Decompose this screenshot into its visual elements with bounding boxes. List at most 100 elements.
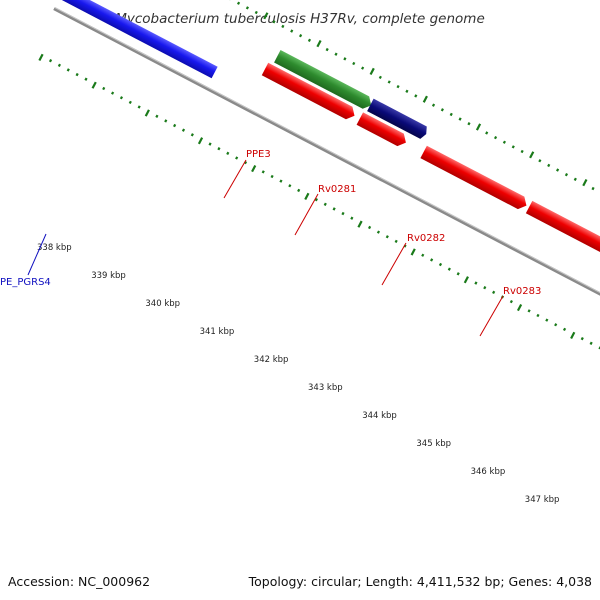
- gene-rv0282: [420, 145, 527, 210]
- minor-tick: [119, 96, 124, 100]
- major-tick: [144, 109, 150, 117]
- gene-rv0281: [367, 98, 427, 139]
- minor-tick: [502, 140, 506, 144]
- footer-accession: Accession: NC_000962: [8, 574, 150, 589]
- gene-pe-pgrs4: [59, 0, 218, 79]
- minor-tick: [447, 267, 451, 271]
- major-tick: [410, 248, 416, 256]
- major-tick: [251, 164, 257, 173]
- gene-red-1: [261, 62, 355, 120]
- minor-tick: [474, 281, 478, 285]
- minor-tick: [190, 133, 194, 137]
- minor-tick: [580, 337, 584, 341]
- minor-tick: [440, 108, 444, 112]
- minor-tick: [226, 151, 230, 156]
- label-pe-pgrs4: PE_PGRS4: [0, 277, 51, 288]
- label-rv0282: Rv0282: [407, 233, 445, 244]
- minor-tick: [589, 341, 593, 345]
- minor-tick: [137, 105, 141, 109]
- minor-tick: [332, 207, 336, 211]
- minor-tick: [323, 202, 327, 206]
- minor-tick: [297, 188, 301, 193]
- minor-tick: [290, 29, 294, 33]
- minor-tick: [467, 122, 471, 126]
- minor-tick: [536, 313, 540, 318]
- minor-tick: [245, 6, 249, 10]
- major-tick: [304, 192, 310, 200]
- major-tick: [263, 12, 269, 20]
- callout-rv0281: [294, 193, 319, 236]
- minor-tick: [84, 77, 88, 81]
- minor-tick: [254, 10, 258, 15]
- minor-tick: [509, 299, 513, 304]
- major-tick: [197, 137, 204, 145]
- callout-ppe3: [223, 159, 247, 199]
- kbp-label: 345 kbp: [416, 439, 451, 449]
- minor-tick: [235, 156, 239, 160]
- minor-tick: [350, 216, 354, 220]
- callout-lines: [27, 159, 504, 337]
- minor-tick: [279, 179, 283, 183]
- label-rv0283: Rv0283: [503, 286, 541, 297]
- minor-tick: [458, 117, 462, 121]
- kbp-label: 340 kbp: [145, 299, 180, 309]
- kbp-label: 346 kbp: [471, 467, 506, 477]
- minor-tick: [288, 184, 292, 188]
- minor-tick: [102, 86, 106, 91]
- genome-backbone: [53, 6, 600, 344]
- major-tick: [357, 220, 363, 228]
- kbp-label: 339 kbp: [91, 271, 126, 281]
- callout-pe-pgrs4: [27, 233, 47, 276]
- major-tick: [38, 53, 44, 61]
- minor-tick: [307, 38, 312, 42]
- minor-tick: [217, 147, 221, 151]
- minor-tick: [387, 80, 391, 84]
- minor-tick: [111, 91, 115, 95]
- genome-backbone-highlight: [54, 6, 600, 342]
- minor-tick: [545, 318, 549, 322]
- callout-rv0282: [381, 242, 407, 286]
- major-tick: [422, 95, 428, 103]
- minor-tick: [421, 253, 425, 257]
- minor-tick: [554, 323, 558, 327]
- minor-tick: [527, 309, 531, 313]
- minor-tick: [325, 47, 329, 52]
- major-tick: [475, 123, 482, 131]
- minor-tick: [449, 112, 453, 117]
- minor-tick: [564, 173, 569, 177]
- major-tick: [316, 40, 322, 48]
- minor-tick: [547, 163, 551, 168]
- kbp-label: 341 kbp: [200, 327, 235, 337]
- kbp-label: 342 kbp: [254, 355, 289, 365]
- minor-tick: [270, 174, 274, 179]
- major-tick: [91, 81, 97, 89]
- gene-red-2: [356, 112, 406, 147]
- minor-tick: [376, 230, 381, 234]
- major-tick: [529, 151, 535, 159]
- minor-tick: [361, 66, 365, 70]
- minor-tick: [164, 119, 168, 123]
- minor-tick: [368, 225, 372, 230]
- minor-tick: [562, 327, 567, 332]
- label-ppe3: PPE3: [246, 149, 271, 160]
- kbp-label: 347 kbp: [525, 495, 560, 505]
- label-rv0281: Rv0281: [318, 184, 356, 195]
- minor-tick: [405, 89, 409, 93]
- kbp-label: 343 kbp: [308, 383, 343, 393]
- minor-tick: [438, 262, 443, 267]
- minor-tick: [394, 239, 398, 244]
- minor-tick: [485, 131, 489, 135]
- minor-tick: [261, 170, 265, 174]
- minor-tick: [483, 286, 487, 290]
- minor-tick: [272, 20, 276, 24]
- minor-tick: [385, 235, 389, 239]
- minor-tick: [75, 72, 79, 77]
- minor-tick: [48, 59, 53, 63]
- minor-tick: [492, 290, 496, 294]
- minor-tick: [414, 94, 418, 98]
- inner-tick-ruler: [38, 53, 600, 350]
- minor-tick: [573, 177, 577, 181]
- minor-tick: [591, 186, 595, 191]
- minor-tick: [181, 128, 186, 132]
- minor-tick: [538, 159, 542, 163]
